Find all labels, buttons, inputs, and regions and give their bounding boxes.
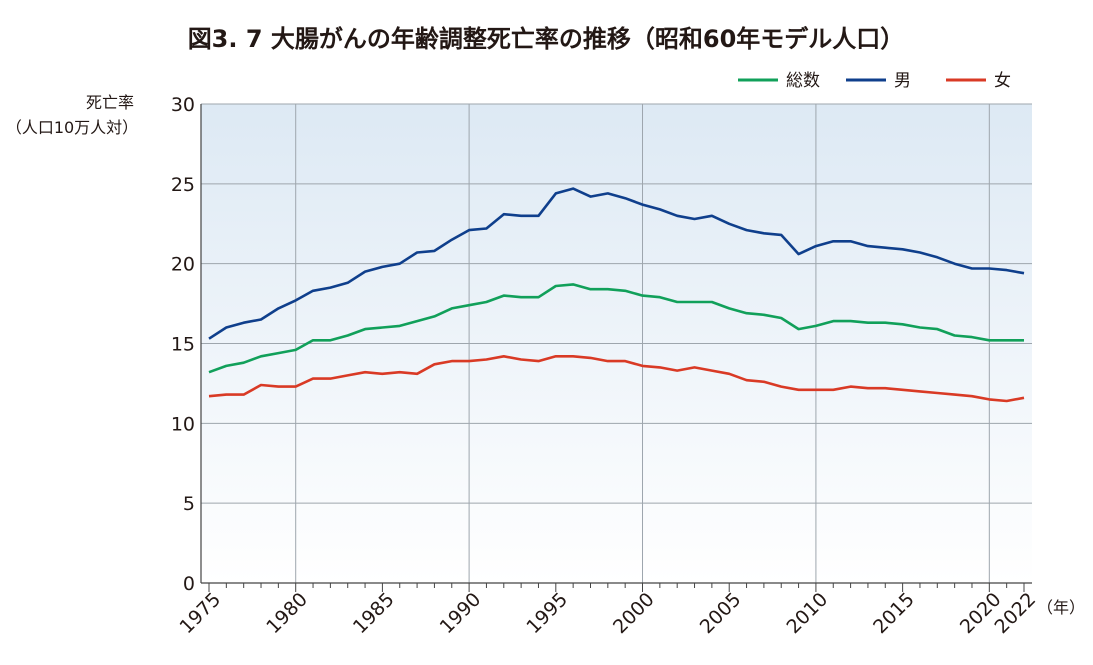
x-tick-label-2022: 2022 — [991, 588, 1041, 638]
series-line-2 — [208, 187, 1025, 340]
x-tick-label-2010: 2010 — [782, 588, 832, 638]
y-tick-label-30: 30 — [171, 94, 195, 116]
y-axis-label-line2: （人口10万人対） — [6, 118, 138, 137]
x-ticks: 1975 1980 1985 1990 1995 2000 2005 2010 2015 2020… — [176, 588, 1041, 638]
series-line-1 — [208, 283, 1024, 374]
x-tick-label-2015: 2015 — [869, 588, 919, 638]
y-tick-label-25: 25 — [171, 174, 195, 196]
x-tick-label-1975: 1975 — [176, 588, 226, 638]
x-tick-label-2005: 2005 — [696, 588, 746, 638]
x-tick-label-2000: 2000 — [609, 588, 659, 638]
x-tick-label-1985: 1985 — [349, 588, 399, 638]
grid — [201, 103, 1032, 583]
y-tick-label-0: 0 — [183, 573, 195, 595]
y-tick-label-5: 5 — [183, 493, 195, 515]
series-line-3 — [208, 354, 1025, 403]
y-ticks: 0 5 10 15 20 25 30 — [171, 94, 195, 595]
legend: 総数 男 女 — [738, 71, 1011, 91]
x-axis-unit: （年） — [1037, 598, 1085, 617]
y-tick-label-10: 10 — [171, 413, 195, 435]
legend-label-3: 女 — [994, 71, 1011, 91]
axes — [200, 104, 1032, 592]
x-tick-label-1990: 1990 — [436, 588, 486, 638]
legend-label-1: 総数 — [786, 71, 820, 91]
x-tick-label-1995: 1995 — [522, 588, 572, 638]
legend-label-2: 男 — [894, 71, 911, 91]
y-tick-label-15: 15 — [171, 334, 195, 356]
chart-title: 図3. 7 大腸がんの年齢調整死亡率の推移（昭和60年モデル人口） — [188, 25, 905, 53]
series-lines — [208, 187, 1025, 403]
x-tick-label-1980: 1980 — [262, 588, 312, 638]
y-axis-label-line1: 死亡率 — [86, 93, 134, 112]
y-tick-label-20: 20 — [171, 254, 195, 276]
